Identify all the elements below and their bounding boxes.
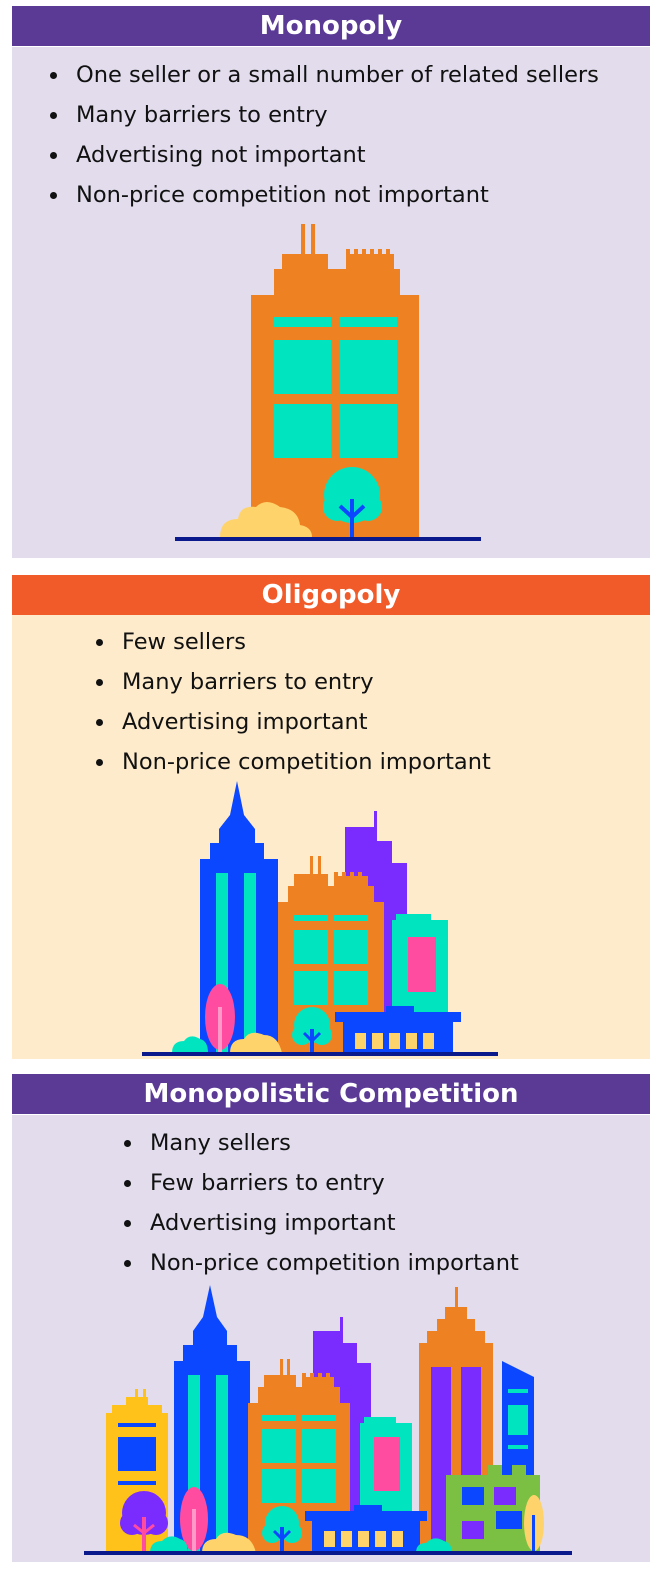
few-buildings-illustration — [142, 781, 498, 1056]
monopoly-title: Monopoly — [259, 11, 403, 41]
bullet-item: Non-price competition not important — [48, 175, 599, 215]
bullet-item: Few barriers to entry — [122, 1163, 519, 1203]
monopolistic-competition-header: Monopolistic Competition — [12, 1074, 650, 1114]
many-buildings-illustration — [84, 1285, 572, 1555]
monopolistic-competition-title: Monopolistic Competition — [143, 1079, 519, 1109]
monopoly-body: One seller or a small number of related … — [12, 47, 650, 558]
bullet-item: Many sellers — [122, 1123, 519, 1163]
oligopoly-bullet-list: Few sellers Many barriers to entry Adver… — [94, 622, 491, 782]
bullet-item: Non-price competition important — [94, 742, 491, 782]
monopolistic-competition-body: Many sellers Few barriers to entry Adver… — [12, 1115, 650, 1562]
bullet-item: Non-price competition important — [122, 1243, 519, 1283]
monopoly-bullet-list: One seller or a small number of related … — [48, 55, 599, 215]
oligopoly-body: Few sellers Many barriers to entry Adver… — [12, 615, 650, 1059]
bullet-item: Advertising not important — [48, 135, 599, 175]
bullet-item: Few sellers — [94, 622, 491, 662]
monopoly-header: Monopoly — [12, 6, 650, 46]
single-building-illustration — [175, 224, 481, 541]
bullet-item: Advertising important — [94, 702, 491, 742]
oligopoly-title: Oligopoly — [261, 580, 401, 610]
monopolistic-competition-panel: Monopolistic Competition Many sellers Fe… — [12, 1074, 650, 1562]
bullet-item: One seller or a small number of related … — [48, 55, 599, 95]
oligopoly-panel: Oligopoly Few sellers Many barriers to e… — [12, 575, 650, 1059]
bullet-item: Many barriers to entry — [94, 662, 491, 702]
monopolistic-competition-bullet-list: Many sellers Few barriers to entry Adver… — [122, 1123, 519, 1283]
oligopoly-header: Oligopoly — [12, 575, 650, 615]
monopoly-panel: Monopoly One seller or a small number of… — [12, 6, 650, 558]
bullet-item: Advertising important — [122, 1203, 519, 1243]
bullet-item: Many barriers to entry — [48, 95, 599, 135]
